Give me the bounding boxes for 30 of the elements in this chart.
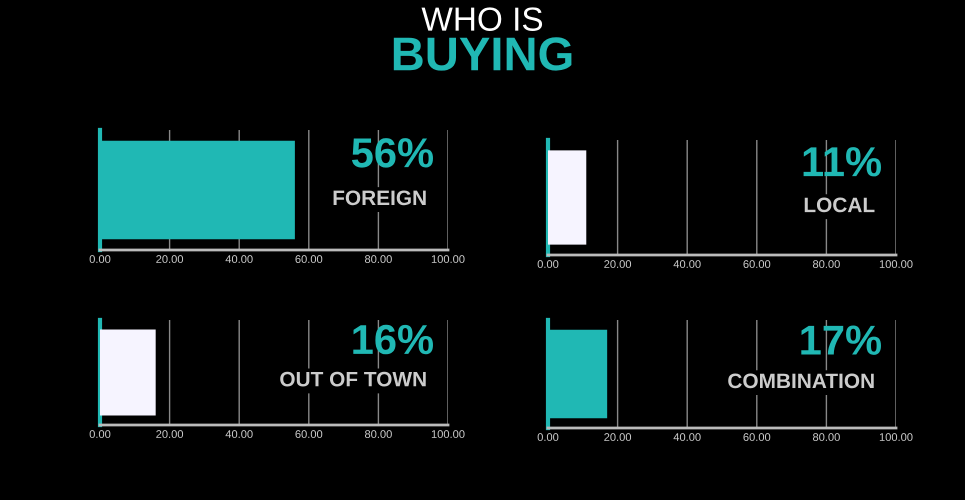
x-tick-label: 100.00 [432,255,465,264]
x-tick-label: 60.00 [295,430,322,438]
x-tick-label: 40.00 [674,433,701,442]
x-tick-label: 80.00 [364,430,392,438]
x-tick-label: 80.00 [364,255,392,264]
y-tick-label: FOREIGN [334,190,426,206]
x-tick-label: 100.00 [880,433,913,442]
y-tick-label: OUT OF TOWN [280,372,426,386]
y-tick-label: LOCAL [804,198,874,212]
x-tick-label: 20.00 [156,430,184,438]
x-tick-label: 60.00 [743,433,770,442]
y-tick-label: COMBINATION [728,373,874,388]
x-tick-label: 40.00 [674,260,701,268]
x-tick-label: 60.00 [743,260,770,268]
chart-title: WHO IS [422,7,542,31]
x-tick-label: 0.00 [90,430,110,438]
x-tick-label: 40.00 [226,430,253,438]
x-tick-label: 20.00 [156,255,184,264]
x-tick-label: 100.00 [432,430,465,438]
x-tick-label: 80.00 [812,260,840,268]
x-tick-label: 60.00 [295,255,322,264]
x-tick-label: 0.00 [538,433,558,442]
x-tick-label: 20.00 [604,260,632,268]
x-tick-label: 80.00 [812,433,840,442]
x-tick-label: 40.00 [226,255,253,264]
x-tick-label: 20.00 [604,433,632,442]
chart-subtitle: BUYING [394,37,572,71]
x-tick-label: 0.00 [538,260,558,268]
x-tick-label: 0.00 [90,255,110,264]
x-tick-label: 100.00 [880,260,913,268]
